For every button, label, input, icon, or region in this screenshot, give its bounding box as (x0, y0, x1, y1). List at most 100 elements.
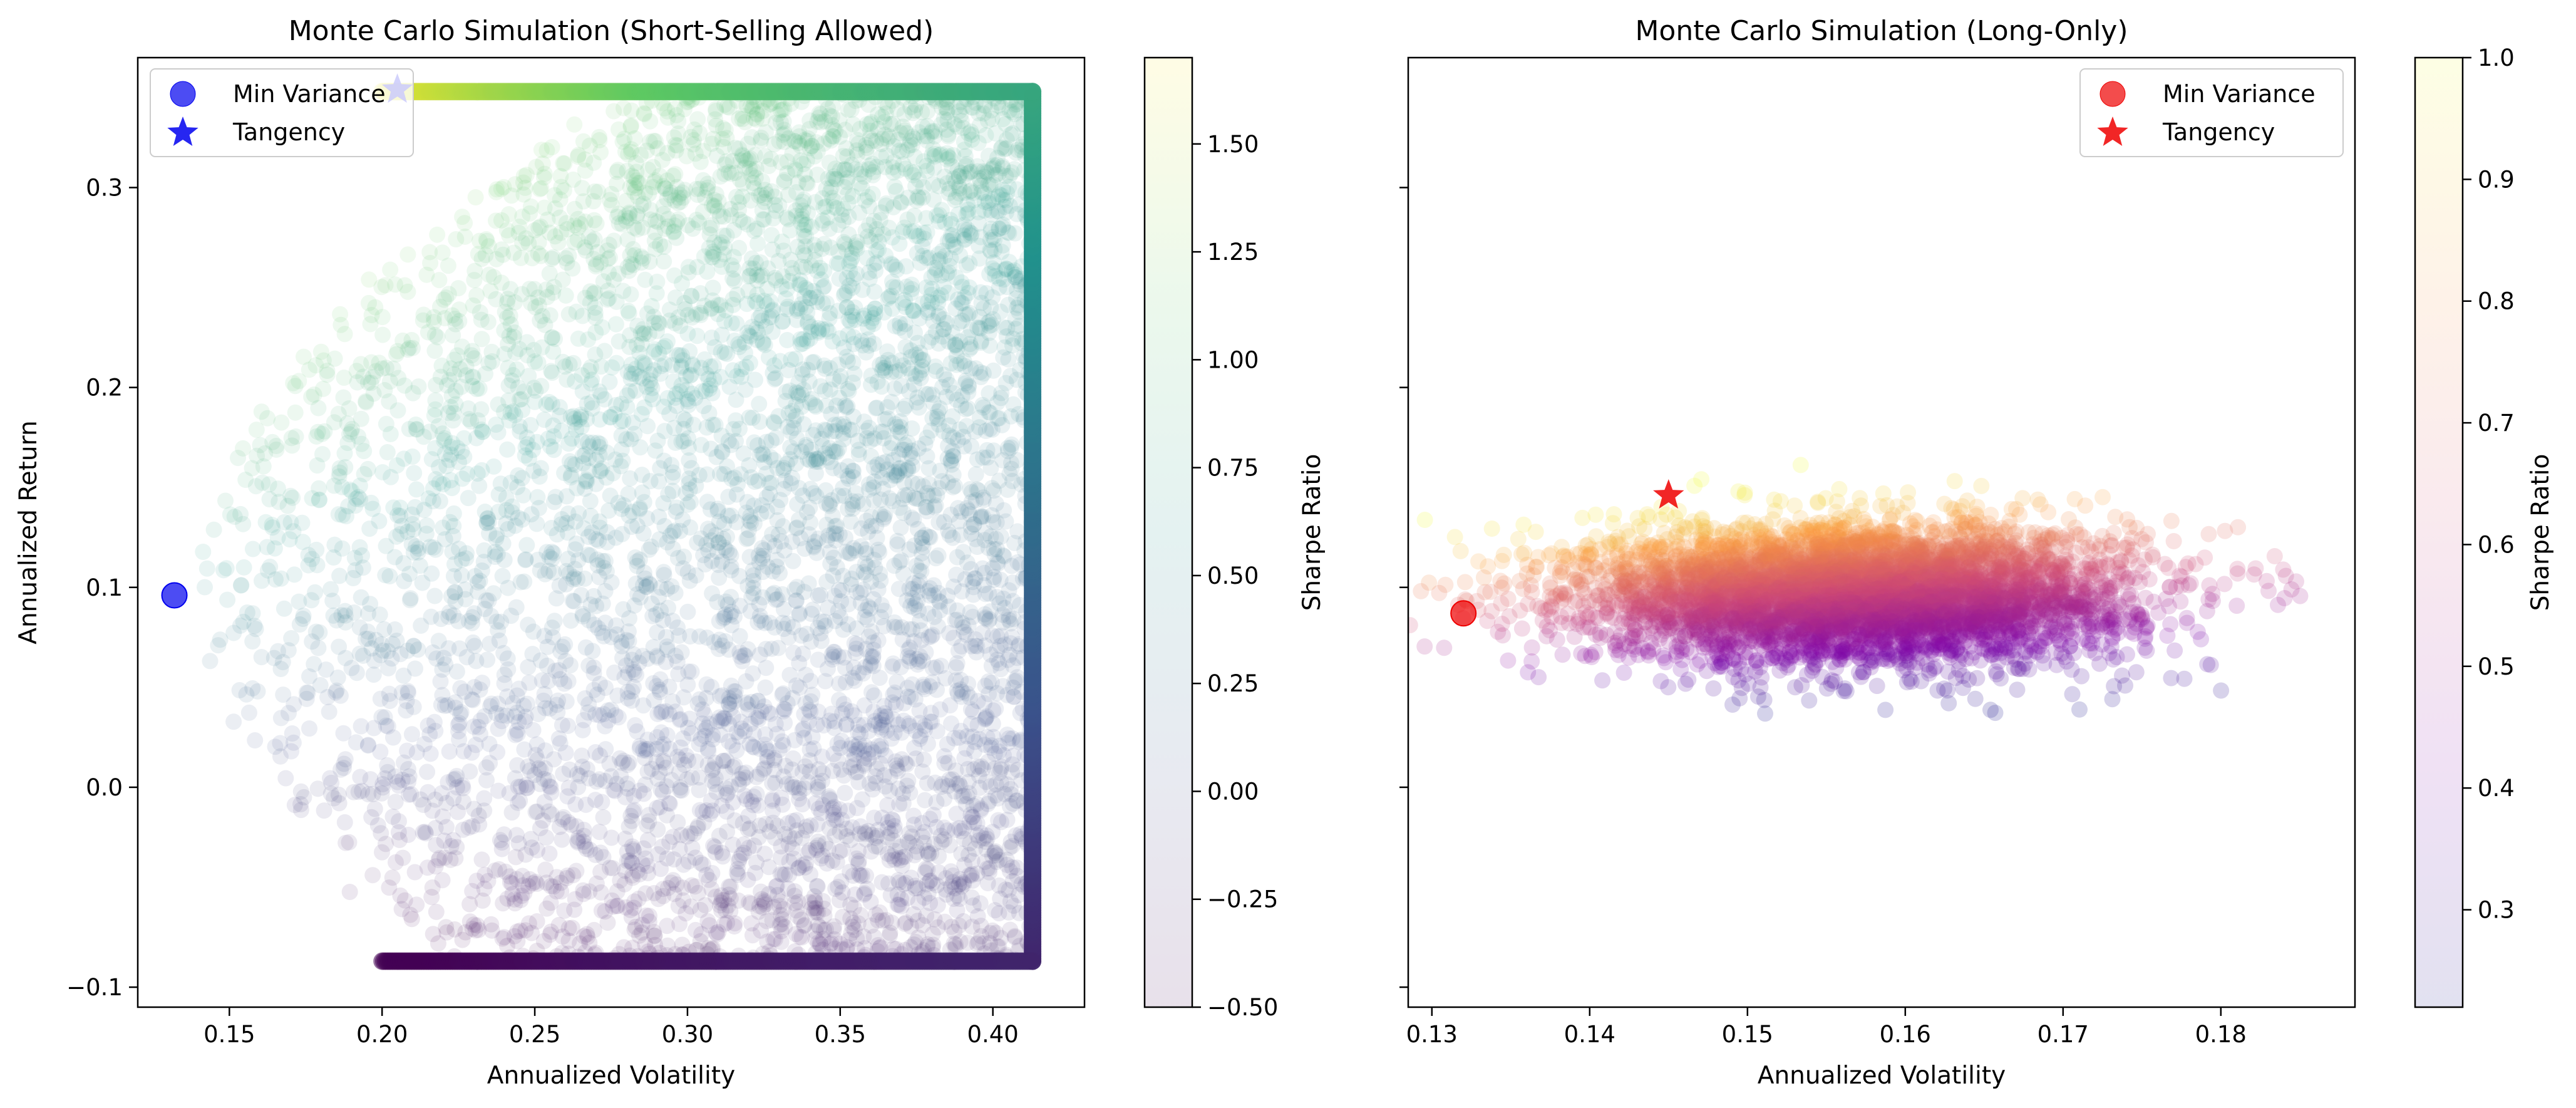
portfolio-point (774, 101, 791, 118)
portfolio-point (794, 722, 811, 738)
portfolio-point (649, 770, 666, 787)
portfolio-point (498, 309, 515, 326)
portfolio-point (474, 675, 491, 691)
portfolio-point (337, 834, 354, 851)
portfolio-point (680, 393, 697, 410)
portfolio-point (451, 301, 468, 318)
portfolio-point (723, 437, 739, 453)
portfolio-point (337, 614, 354, 631)
portfolio-point (822, 936, 838, 953)
portfolio-point (951, 876, 968, 893)
portfolio-point (445, 832, 461, 849)
portfolio-point (806, 534, 823, 551)
portfolio-point (408, 481, 425, 498)
portfolio-point (655, 198, 672, 215)
portfolio-point (728, 368, 745, 385)
portfolio-point (835, 200, 852, 217)
portfolio-point (845, 659, 862, 676)
portfolio-point (867, 559, 884, 576)
portfolio-point (498, 222, 515, 239)
portfolio-point (905, 936, 922, 953)
portfolio-point (831, 390, 848, 406)
portfolio-point (808, 422, 824, 439)
portfolio-point (850, 852, 867, 869)
portfolio-point (498, 515, 515, 532)
portfolio-point (1001, 225, 1018, 241)
portfolio-point (490, 720, 507, 737)
portfolio-point (597, 582, 614, 599)
portfolio-point (816, 278, 832, 295)
portfolio-point (544, 551, 560, 567)
portfolio-point (989, 150, 1006, 166)
portfolio-point (1006, 534, 1023, 551)
portfolio-point (977, 710, 994, 727)
portfolio-point (341, 481, 358, 498)
portfolio-point (766, 189, 783, 205)
portfolio-point (592, 411, 608, 428)
portfolio-point (372, 647, 389, 663)
portfolio-point (619, 363, 636, 380)
portfolio-point (738, 764, 755, 781)
portfolio-point (838, 828, 855, 845)
portfolio-point (985, 702, 1002, 719)
portfolio-point (582, 547, 599, 564)
portfolio-point (750, 472, 767, 489)
portfolio-point (984, 160, 1001, 177)
portfolio-point (850, 442, 867, 458)
portfolio-point (998, 132, 1015, 148)
portfolio-point (456, 448, 473, 465)
portfolio-point (659, 190, 676, 207)
portfolio-point (785, 412, 802, 428)
portfolio-point (670, 666, 687, 683)
portfolio-point (408, 421, 425, 438)
portfolio-point (424, 879, 441, 896)
portfolio-point (904, 509, 920, 526)
portfolio-point (856, 168, 873, 185)
portfolio-point (920, 885, 937, 902)
portfolio-point (774, 796, 791, 813)
portfolio-point (731, 420, 748, 437)
portfolio-point (941, 427, 958, 444)
portfolio-point (999, 319, 1016, 336)
portfolio-point (814, 748, 830, 765)
portfolio-point (483, 343, 500, 360)
portfolio-point (603, 197, 620, 214)
portfolio-point (897, 462, 914, 479)
portfolio-point (880, 819, 896, 836)
portfolio-point (506, 324, 523, 341)
portfolio-point (843, 245, 860, 262)
portfolio-point (937, 214, 954, 231)
portfolio-point (741, 512, 758, 529)
portfolio-point (999, 279, 1015, 296)
portfolio-point (579, 546, 596, 563)
portfolio-point (807, 839, 824, 856)
portfolio-point (962, 715, 979, 732)
portfolio-point (443, 446, 460, 463)
portfolio-point (984, 191, 1001, 208)
portfolio-point (823, 646, 840, 663)
portfolio-point (724, 759, 741, 775)
portfolio-point (989, 685, 1006, 702)
portfolio-point (610, 205, 627, 222)
portfolio-point (510, 794, 526, 811)
portfolio-point (574, 180, 590, 197)
portfolio-point (428, 903, 445, 920)
portfolio-point (944, 158, 960, 175)
portfolio-point (805, 539, 822, 556)
portfolio-point (778, 290, 794, 307)
portfolio-point (488, 212, 504, 229)
portfolio-point (549, 704, 566, 721)
portfolio-point (849, 493, 866, 510)
portfolio-point (470, 412, 487, 429)
portfolio-point (452, 706, 468, 723)
portfolio-point (517, 846, 534, 863)
portfolio-point (532, 181, 549, 197)
portfolio-point (688, 477, 704, 494)
portfolio-point (525, 380, 542, 396)
portfolio-point (595, 809, 612, 826)
portfolio-point (637, 357, 654, 374)
portfolio-point (307, 584, 324, 601)
portfolio-point (949, 549, 966, 566)
portfolio-point (668, 499, 685, 516)
portfolio-point (600, 236, 617, 253)
